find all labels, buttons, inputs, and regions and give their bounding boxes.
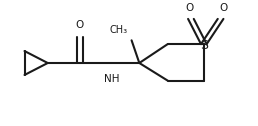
Text: O: O	[219, 3, 227, 13]
Text: S: S	[200, 39, 208, 52]
Text: CH₃: CH₃	[110, 25, 128, 35]
Text: NH: NH	[104, 74, 120, 84]
Text: O: O	[186, 3, 194, 13]
Text: O: O	[76, 20, 84, 30]
